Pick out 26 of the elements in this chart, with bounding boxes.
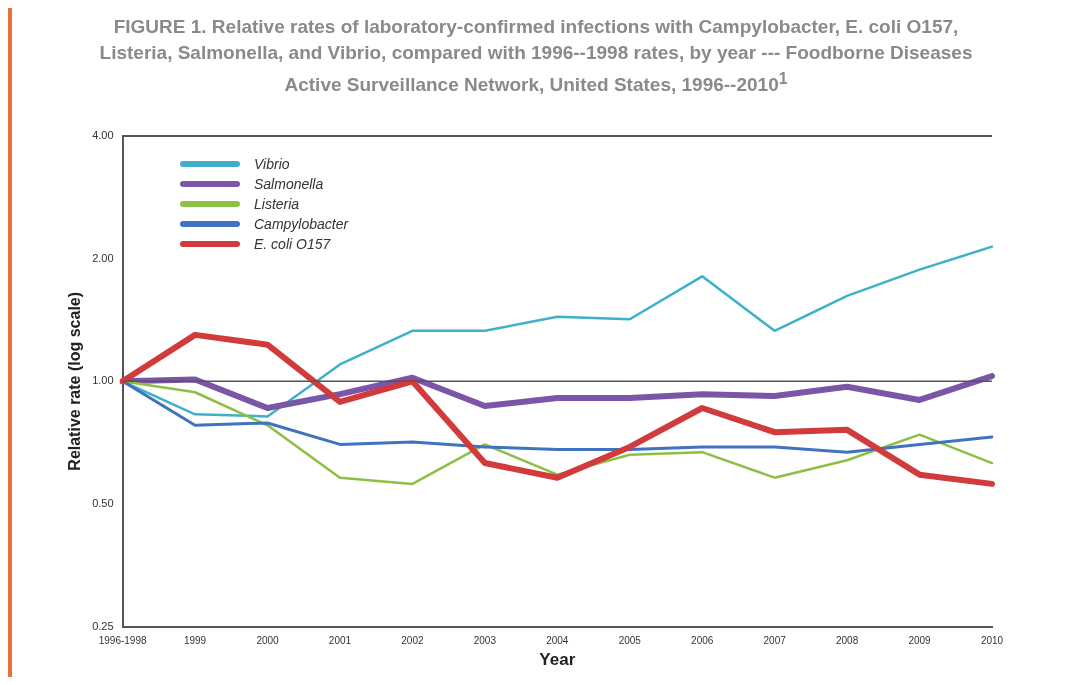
chart-title: FIGURE 1. Relative rates of laboratory-confirmed infections with Campylobacter, E. coli O157, Listeria, Salmonella, and Vibrio, compared with 1996--1998 rates, by year --- Foodborne Diseases Active Surveillance Network, United States, 1996--2010$^{1}$ (98, 15, 974, 98)
y-tick-label: 0.25 (92, 619, 114, 632)
x-tick-label: 2010 (980, 635, 1004, 647)
legend-label: Salmonella (254, 176, 324, 192)
x-tick-label: 2006 (691, 635, 714, 647)
x-tick-label: 2008 (835, 635, 859, 647)
x-tick-label: 2000 (256, 635, 280, 647)
x-axis-title: Year (539, 650, 576, 670)
x-tick-label: 2007 (763, 635, 787, 647)
legend-label: Vibrio (254, 156, 290, 172)
x-tick-label: 2003 (473, 635, 497, 647)
x-tick-label: 2002 (401, 635, 424, 647)
x-tick-label: 2001 (328, 635, 352, 647)
y-tick-label: 1.00 (92, 374, 114, 387)
x-tick-label: 2004 (546, 635, 569, 647)
x-tick-label: 1996-1998 (98, 635, 147, 647)
y-axis-title: Relative rate (log scale) (66, 291, 84, 471)
x-tick-label: 1999 (183, 635, 207, 647)
x-tick-label: 2005 (618, 635, 642, 647)
legend-label: Campylobacter (254, 216, 349, 232)
y-tick-label: 0.50 (92, 496, 114, 509)
y-tick-label: 2.00 (92, 251, 114, 264)
y-tick-label: 4.00 (92, 129, 114, 142)
x-tick-label: 2009 (908, 635, 932, 647)
legend-label: E. coli O157 (254, 236, 331, 252)
legend-label: Listeria (254, 196, 300, 212)
